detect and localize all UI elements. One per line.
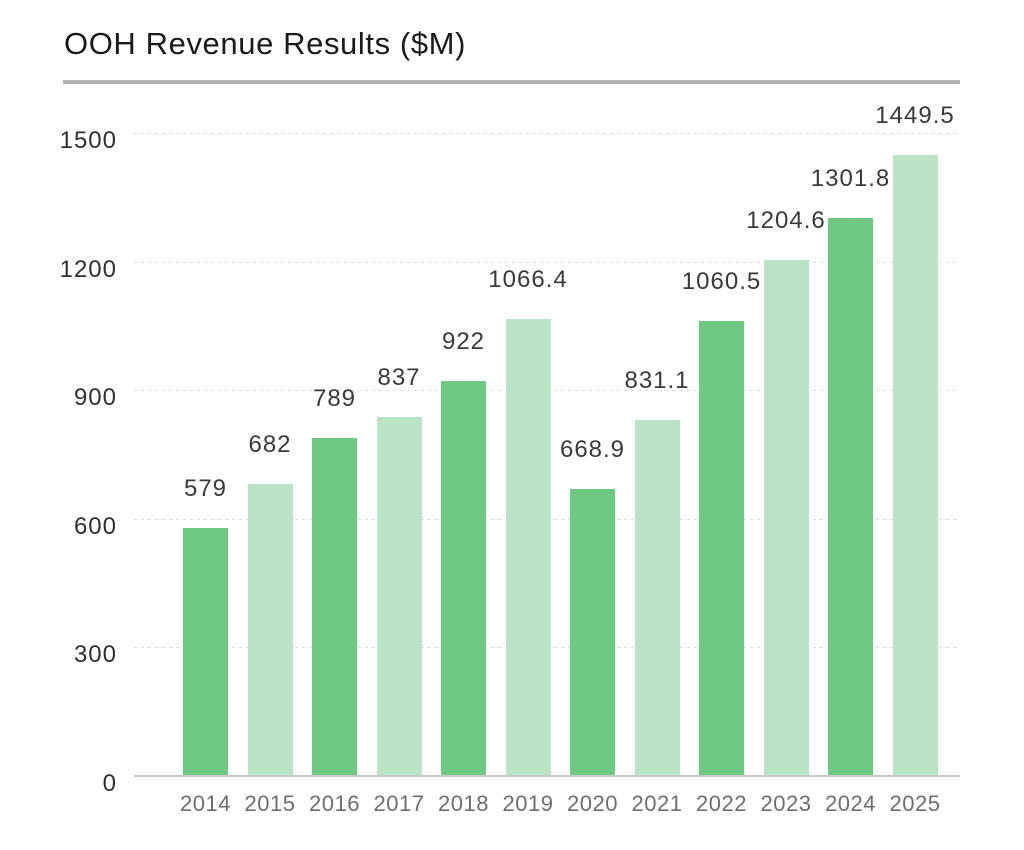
bar-value-label: 1066.4 — [488, 265, 568, 293]
bar-2023 — [763, 259, 809, 776]
bar-value-label: 1204.6 — [746, 206, 826, 234]
bar-2017 — [376, 417, 422, 776]
x-axis-label: 2015 — [244, 791, 296, 816]
bar-value-label: 837 — [377, 364, 421, 392]
bar-2014 — [183, 527, 228, 776]
x-axis-label: 2021 — [631, 791, 683, 816]
chart-title: OOH Revenue Results ($M) — [64, 26, 467, 61]
bar-2016 — [312, 437, 357, 776]
y-axis-tick-label: 600 — [73, 512, 117, 540]
x-axis-label: 2014 — [180, 791, 231, 816]
y-axis-tick-label: 1200 — [59, 255, 117, 283]
bar-value-label: 1301.8 — [810, 165, 891, 192]
bar-2025 — [892, 154, 938, 776]
bar-2020 — [570, 489, 615, 776]
bar-value-label: 682 — [248, 430, 292, 458]
bar-value-label: 1060.5 — [681, 268, 762, 296]
x-axis-label: 2016 — [309, 791, 360, 816]
gridline-1200 — [134, 261, 960, 263]
bar-value-label: 668.9 — [559, 436, 626, 464]
x-axis-label: 2019 — [502, 791, 554, 816]
y-axis-tick-label: 0 — [102, 770, 117, 797]
bar-value-label: 789 — [312, 384, 357, 412]
bar-value-label: 1449.5 — [875, 101, 955, 129]
bar-value-label: 831.1 — [624, 366, 690, 394]
title-divider — [63, 80, 960, 84]
x-axis-label: 2023 — [760, 791, 812, 816]
x-axis-label: 2024 — [825, 791, 876, 816]
x-axis-label: 2017 — [373, 791, 425, 816]
bar-2015 — [247, 483, 293, 776]
bar-2022 — [699, 321, 744, 776]
y-axis-tick-label: 300 — [73, 641, 117, 669]
x-axis-label: 2022 — [696, 791, 747, 816]
bar-value-label: 579 — [183, 474, 228, 502]
x-axis-label: 2020 — [567, 791, 618, 816]
x-axis-label: 2025 — [889, 791, 941, 816]
bar-2018 — [441, 380, 486, 776]
x-axis-label: 2018 — [438, 791, 489, 816]
y-axis-tick-label: 900 — [73, 384, 117, 412]
bar-value-label: 922 — [441, 327, 486, 355]
x-axis-line — [134, 775, 960, 777]
bar-2024 — [828, 218, 873, 776]
gridline-1500 — [134, 133, 960, 134]
bar-2021 — [634, 419, 680, 776]
bar-2019 — [505, 318, 551, 776]
y-axis-tick-label: 1500 — [59, 127, 117, 154]
